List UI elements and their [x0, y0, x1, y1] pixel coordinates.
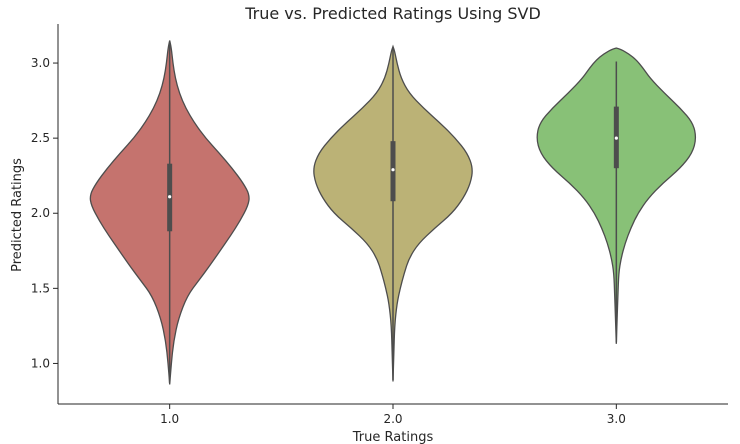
violin-median-1.0 [168, 195, 172, 199]
chart-title: True vs. Predicted Ratings Using SVD [244, 4, 541, 23]
y-tick-label: 1.5 [31, 281, 50, 295]
y-tick-label: 3.0 [31, 56, 50, 70]
y-axis-label: Predicted Ratings [10, 158, 25, 272]
y-tick-label: 1.0 [31, 356, 50, 370]
y-tick-label: 2.0 [31, 206, 50, 220]
x-tick-label: 3.0 [607, 412, 626, 426]
violin-1.0 [89, 40, 250, 385]
violin-median-3.0 [614, 136, 618, 140]
x-tick-label: 1.0 [160, 412, 179, 426]
y-tick-label: 2.5 [31, 131, 50, 145]
x-tick-label: 2.0 [383, 412, 402, 426]
violins-layer [89, 40, 697, 385]
axes-layer: 1.0 1.5 2.0 2.5 3.0 1.0 2.0 3.0 [31, 24, 728, 426]
violin-median-2.0 [391, 168, 395, 172]
x-axis-label: True Ratings [352, 430, 434, 444]
violin-2.0 [313, 44, 473, 382]
violin-3.0 [536, 47, 697, 344]
